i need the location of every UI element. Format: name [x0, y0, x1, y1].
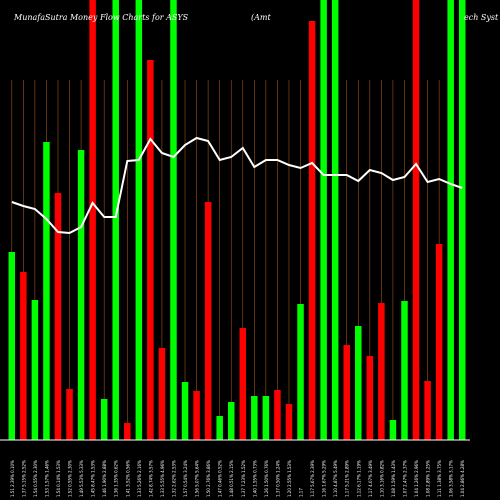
x-tick-label: 1.49 5.53% 5.33% [79, 460, 84, 497]
bar-tue-09-nov-2021 [424, 381, 431, 440]
x-tick-label: 1.41 3.52% 0.56% [125, 460, 130, 497]
bar-wed-22-dec-2021 [77, 150, 85, 440]
bar-fri-19-nov-2021 [331, 0, 339, 440]
bar-fri-26-nov-2021 [285, 404, 293, 440]
x-tick-label: 1.54 0.14% 1.53% [56, 460, 61, 497]
bar-thu-02-dec-2021 [239, 328, 247, 440]
bar-thu-30-dec-2021 [20, 272, 27, 440]
bar-tue-30-nov-2021 [262, 396, 270, 440]
x-tick-label: 1.51 2.39% 0.10% [10, 460, 15, 497]
x-tick-label: 1.17 [299, 488, 304, 497]
bar-thu-09-dec-2021 [181, 382, 189, 440]
x-tick-label: 1.54 0.55% 2.30% [33, 460, 38, 497]
bar-tue-16-nov-2021 [366, 356, 374, 440]
bar-fri-10-dec-2021 [170, 0, 177, 440]
x-tick-label: 1.53 1.57% 1.46% [44, 460, 49, 497]
bar-thu-16-dec-2021 [124, 423, 131, 440]
x-tick-label: 1.40 1.55% 0.73% [252, 460, 257, 497]
bar-mon-22-nov-2021 [320, 0, 327, 440]
chart-title-ticker-name: (Amt [251, 13, 271, 22]
money-flow-bars [8, 0, 466, 440]
bar-mon-27-dec-2021 [54, 193, 62, 440]
x-tick-label: 1.08 1.59% 1.43% [391, 460, 396, 497]
bar-mon-29-nov-2021 [274, 390, 281, 440]
x-tick-label: 1.06 3.58% 3.17% [449, 460, 454, 497]
money-flow-line [11, 136, 463, 235]
x-tick-label: 1.08 2.89% 1.25% [426, 460, 431, 497]
x-tick-label: 1.04 1.26% 2.96% [414, 460, 419, 497]
x-tick-label: 1.37 0.50% 1.24% [275, 460, 280, 497]
chart-title-ticker-name-end: ech Syst [464, 13, 499, 22]
bar-tue-14-dec-2021 [147, 60, 154, 440]
x-axis-labels: 1.51 2.39% 0.10% 1.37 5.15% 2.52% 1.54 0.5… [10, 460, 465, 497]
bar-mon-20-dec-2021 [100, 399, 108, 440]
x-tick-label: 1.17 5.21% 2.89% [345, 460, 350, 497]
bar-wed-29-dec-2021 [31, 300, 39, 440]
x-tick-label: 1.12 6.17% 1.19% [356, 460, 361, 497]
bar-tue-07-dec-2021 [204, 202, 212, 440]
bar-tue-23-nov-2021 [308, 21, 316, 440]
bar-fri-03-dec-2021 [227, 402, 235, 440]
bar-wed-17-nov-2021 [355, 326, 362, 440]
bar-thu-18-nov-2021 [343, 345, 350, 440]
bar-thu-04-nov-2021 [458, 0, 466, 440]
x-tick-label: 1.26 1.50% 0.76% [264, 460, 269, 497]
bar-mon-08-nov-2021 [435, 244, 443, 440]
bar-wed-24-nov-2021 [297, 304, 304, 440]
x-tick-label: 1.10 3.16% 0.82% [379, 460, 384, 497]
x-tick-label: 1.16 1.67% 5.29% [322, 460, 327, 497]
bar-thu-23-dec-2021 [66, 389, 73, 440]
x-tick-label: 1.36 1.35% 0.62% [114, 460, 119, 497]
x-tick-label: 1.47 0.46% 0.52% [218, 460, 223, 497]
bar-fri-05-nov-2021 [447, 0, 454, 440]
x-tick-label: 1.17 4.07% 3.49% [368, 460, 373, 497]
x-tick-label: 1.37 7.23% 1.52% [241, 460, 246, 497]
x-tick-label: 1.11 1.38% 3.75% [437, 460, 442, 497]
x-tick-label: 1.10 4.87% 5.49% [333, 460, 338, 497]
x-tick-label: 1.56 5.07% 5.64% [195, 460, 200, 497]
x-tick-label: 1.20 2.55% 1.53% [287, 460, 292, 497]
x-tick-label: 1.48 0.51% 2.15% [229, 460, 234, 497]
bar-wed-15-dec-2021 [135, 0, 143, 440]
x-tick-label: 1.17 5.67% 2.39% [310, 460, 315, 497]
x-tick-label: 1.07 2.47% 2.37% [402, 460, 407, 497]
bar-mon-13-dec-2021 [158, 348, 166, 440]
x-tick-label: 1.46 1.90% 2.88% [102, 460, 107, 497]
bar-mon-06-dec-2021 [216, 416, 223, 440]
chart-title: MunafaSutra Money Flow Charts for ASYS [13, 13, 189, 22]
x-tick-label: 1.33 5.55% 4.96% [160, 460, 165, 497]
bar-fri-12-nov-2021 [389, 420, 397, 440]
bar-wed-01-dec-2021 [251, 396, 258, 440]
bar-fri-17-dec-2021 [112, 0, 119, 440]
bar-wed-08-dec-2021 [193, 391, 200, 440]
bar-tue-28-dec-2021 [43, 142, 50, 440]
bar-mon-15-nov-2021 [378, 303, 385, 440]
bar-fri-31-dec-2021 [8, 252, 16, 440]
x-tick-label: 1.57 0.54% 3.24% [183, 460, 188, 497]
x-tick-label: 1.37 5.15% 2.52% [21, 460, 26, 497]
x-tick-label: 1.33 5.26% 2.16% [137, 460, 142, 497]
x-tick-label: 1.32 2.62% 2.53% [171, 460, 176, 497]
x-tick-label: 1.45 8.47% 1.53% [91, 460, 96, 497]
bar-tue-21-dec-2021 [89, 0, 96, 440]
x-tick-label: 1.52 0.55% 2.30% [68, 460, 73, 497]
x-tick-label: 1.04 2.86% 4.28% [460, 460, 465, 497]
x-tick-label: 1.42 8.74% 3.57% [148, 460, 153, 497]
x-tick-label: 1.50 2.76% 3.86% [206, 460, 211, 497]
bar-thu-11-nov-2021 [401, 301, 408, 440]
bar-wed-10-nov-2021 [412, 0, 420, 440]
